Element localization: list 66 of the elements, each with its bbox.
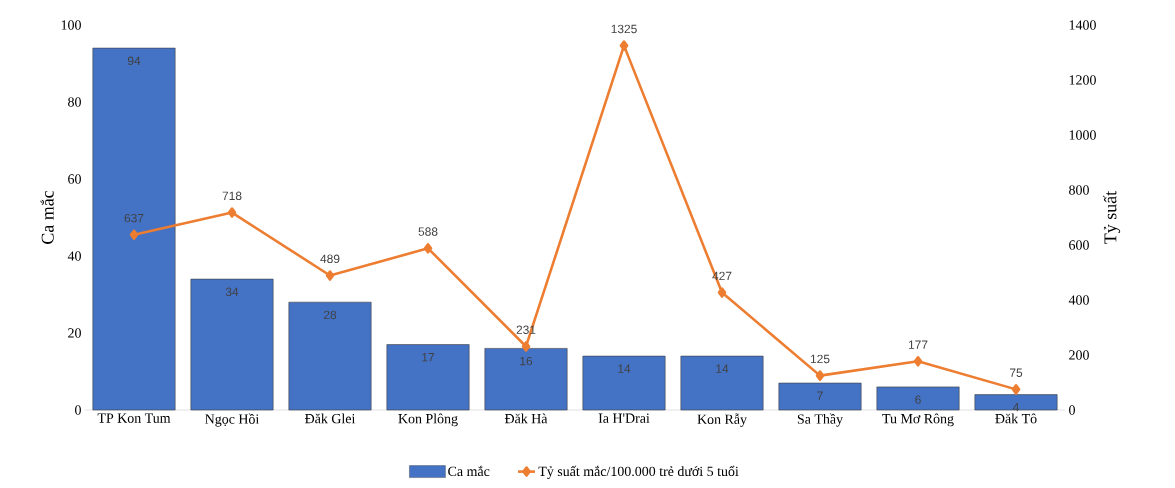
bar	[484, 348, 568, 411]
data-label: 14	[716, 364, 729, 373]
x-tick-label: Kon Rẫy	[697, 413, 747, 427]
point	[815, 370, 825, 381]
data-label: 14	[618, 364, 631, 373]
data-label: 125	[810, 354, 830, 364]
bar	[778, 382, 862, 411]
y2-axis-title: Tỷ suất	[1103, 190, 1121, 244]
y-tick-label: 0	[75, 405, 81, 415]
bar	[288, 301, 372, 411]
x-tick-label: Đăk Tô	[995, 413, 1037, 424]
y-tick-label: 80	[68, 97, 81, 107]
y-tick-label: 40	[67, 251, 81, 261]
x-tick-label: Đăk Glei	[304, 413, 356, 424]
data-label: 75	[1009, 368, 1023, 377]
x-tick-label: Tu Mơ Rông	[882, 413, 954, 427]
data-label: 94	[127, 56, 141, 66]
legend-label: Tỷ suất mắc/100.000 trẻ dưới 5 tuổi	[538, 465, 739, 479]
bar	[974, 394, 1058, 411]
x-tick-label: Đăk Hà	[504, 413, 548, 424]
y2-tick-label: 1000	[1069, 130, 1096, 140]
bar	[190, 278, 274, 411]
y-tick-label: 100	[61, 20, 81, 30]
data-label: 1325	[611, 24, 637, 34]
data-label: 16	[520, 356, 533, 366]
bar	[680, 355, 764, 411]
x-tick-label: TP Kon Tum	[97, 413, 171, 423]
data-label: 28	[323, 310, 337, 320]
bar	[386, 344, 470, 411]
x-tick-label: Ia H'Drai	[598, 413, 650, 423]
y2-tick-label: 800	[1069, 185, 1089, 195]
x-tick-label: Sa Thầy	[797, 413, 843, 427]
data-label: 718	[222, 191, 242, 201]
bar	[876, 386, 960, 411]
data-label: 17	[422, 353, 435, 362]
bar	[582, 355, 666, 411]
point	[717, 287, 727, 298]
data-label: 34	[225, 287, 239, 297]
legend-label: Ca mắc	[448, 465, 490, 477]
y2-tick-label: 0	[1069, 405, 1075, 415]
data-label: 588	[418, 227, 438, 236]
data-label: 637	[124, 213, 144, 223]
data-label: 6	[915, 395, 921, 404]
point	[325, 270, 335, 281]
y2-tick-label: 600	[1069, 240, 1089, 250]
x-tick-label: Ngọc Hồi	[205, 413, 260, 427]
point	[129, 229, 139, 241]
y2-tick-label: 1200	[1069, 75, 1096, 85]
point	[227, 207, 237, 218]
y2-tick-label: 400	[1068, 295, 1089, 305]
data-label: 4	[1012, 403, 1019, 412]
data-label: 177	[908, 340, 928, 349]
data-label: 489	[320, 254, 340, 264]
y2-tick-label: 1400	[1069, 20, 1096, 30]
x-tick-label: Kon Plông	[398, 413, 458, 427]
point	[1011, 384, 1021, 395]
bar	[92, 47, 176, 411]
point	[913, 356, 923, 367]
point	[521, 341, 531, 352]
point	[423, 243, 433, 254]
y2-tick-label: 200	[1069, 350, 1089, 360]
y-tick-label: 60	[68, 174, 81, 184]
point	[619, 40, 629, 51]
y-tick-label: 20	[68, 328, 81, 338]
data-label: 7	[817, 391, 823, 400]
y-axis-title: Ca mắc	[40, 190, 54, 244]
